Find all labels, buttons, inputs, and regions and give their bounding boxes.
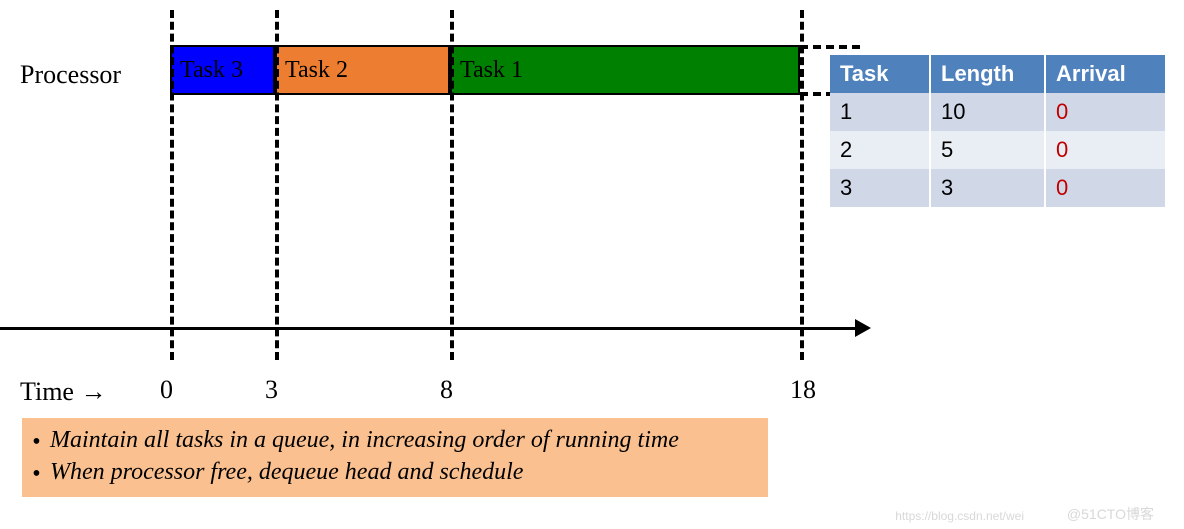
note-item: •Maintain all tasks in a queue, in incre… [50, 424, 758, 456]
watermark-left: https://blog.csdn.net/wei [895, 509, 1024, 523]
processor-text: Processor [20, 60, 121, 89]
tick-value: 3 [265, 375, 278, 404]
table-cell-arrival: 0 [1045, 131, 1165, 169]
gridline [800, 10, 804, 360]
note-text: When processor free, dequeue head and sc… [50, 459, 523, 485]
tick-label: 3 [265, 375, 278, 405]
table-cell-length: 5 [930, 131, 1045, 169]
watermark-right: @51CTO博客 [1067, 504, 1154, 524]
table-cell-arrival: 0 [1045, 93, 1165, 131]
tick-value: 8 [440, 375, 453, 404]
gantt-bar-label: Task 1 [460, 57, 523, 84]
notes-box: • Maintain all tasks in a queue, in incre… [22, 418, 768, 497]
table-header: Length [930, 55, 1045, 93]
note-text: Maintain all tasks in a queue, in increa… [50, 427, 679, 453]
time-axis [0, 327, 855, 330]
gantt-bar: Task 3 [170, 45, 275, 95]
table-cell-length: 3 [930, 169, 1045, 207]
table-header: Arrival [1045, 55, 1165, 93]
time-axis-arrow [855, 319, 871, 337]
table-cell-length: 10 [930, 93, 1045, 131]
time-label: Time → [20, 377, 106, 407]
gridline [170, 10, 174, 360]
bullet-icon: • [32, 458, 40, 490]
table-row: 250 [830, 131, 1165, 169]
gantt-bar-label: Task 3 [180, 57, 243, 84]
watermark-right-text: @51CTO博客 [1067, 506, 1154, 522]
gantt-bar: Task 2 [275, 45, 450, 95]
tick-label: 18 [790, 375, 816, 405]
gantt-bar: Task 1 [450, 45, 800, 95]
guide-line-top [800, 45, 860, 49]
tick-value: 0 [160, 375, 173, 404]
table-row: 330 [830, 169, 1165, 207]
processor-label: Processor [20, 60, 121, 90]
watermark-left-text: https://blog.csdn.net/wei [895, 509, 1024, 523]
gridline [450, 10, 454, 360]
table-header: Task [830, 55, 930, 93]
table-cell-task: 2 [830, 131, 930, 169]
table-row: 1100 [830, 93, 1165, 131]
tick-label: 0 [160, 375, 173, 405]
note-item: •When processor free, dequeue head and s… [50, 456, 758, 488]
table-cell-arrival: 0 [1045, 169, 1165, 207]
table-cell-task: 3 [830, 169, 930, 207]
gridline [275, 10, 279, 360]
tick-value: 18 [790, 375, 816, 404]
task-table: TaskLengthArrival1100250330 [830, 55, 1165, 207]
gantt-bar-label: Task 2 [285, 57, 348, 84]
bullet-icon: • [32, 426, 40, 458]
time-label-text: Time → [20, 377, 106, 406]
table-cell-task: 1 [830, 93, 930, 131]
tick-label: 8 [440, 375, 453, 405]
